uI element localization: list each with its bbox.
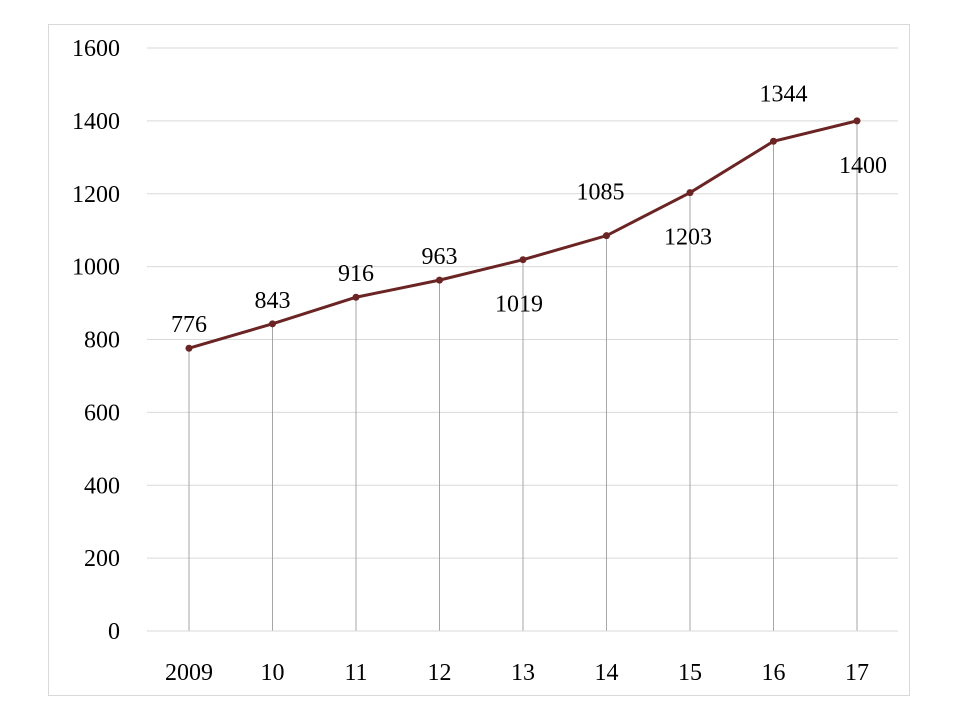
data-label-15: 1203 [664, 225, 712, 251]
data-label-12: 963 [422, 244, 458, 270]
data-label-11: 916 [338, 261, 374, 287]
data-label-10: 843 [255, 288, 291, 314]
data-point-11 [352, 293, 360, 301]
x-tick-labels: 2009 10 11 12 13 14 15 16 17 [165, 660, 869, 686]
y-tick-label: 200 [84, 546, 120, 572]
data-point-13 [519, 256, 527, 264]
x-tick-label: 12 [428, 660, 452, 686]
data-point-15 [686, 189, 694, 197]
x-tick-label: 14 [595, 660, 619, 686]
data-label-16: 1344 [760, 81, 808, 107]
data-label-2009: 776 [171, 312, 207, 338]
data-points [185, 117, 861, 352]
data-point-10 [269, 320, 276, 328]
drop-lines [188, 120, 858, 631]
y-tick-label: 1000 [72, 255, 120, 281]
data-point-12 [436, 276, 443, 284]
y-tick-label: 1600 [72, 36, 120, 62]
x-tick-label: 2009 [165, 660, 213, 686]
data-point-2009 [185, 344, 193, 352]
x-tick-label: 13 [511, 660, 535, 686]
x-tick-label: 10 [261, 660, 285, 686]
x-tick-label: 16 [762, 660, 786, 686]
y-tick-label: 1200 [72, 182, 120, 208]
x-tick-label: 15 [678, 660, 702, 686]
data-point-17 [853, 117, 861, 125]
data-label-17: 1400 [839, 153, 887, 179]
data-labels: 776 843 916 963 1019 1085 1203 1344 1400 [171, 81, 887, 338]
data-label-13: 1019 [495, 292, 543, 318]
x-tick-label: 11 [344, 660, 367, 686]
y-tick-label: 800 [84, 328, 120, 354]
data-point-14 [603, 232, 610, 240]
y-tick-label: 0 [108, 619, 120, 645]
y-tick-label: 400 [84, 473, 120, 499]
y-tick-label: 1400 [72, 109, 120, 135]
y-tick-labels: 0 200 400 600 800 1000 1200 1400 1600 [72, 36, 120, 645]
data-label-14: 1085 [577, 180, 625, 206]
y-tick-label: 600 [84, 400, 120, 426]
chart-frame [48, 24, 910, 696]
x-tick-label: 17 [845, 660, 869, 686]
data-point-16 [770, 137, 777, 145]
